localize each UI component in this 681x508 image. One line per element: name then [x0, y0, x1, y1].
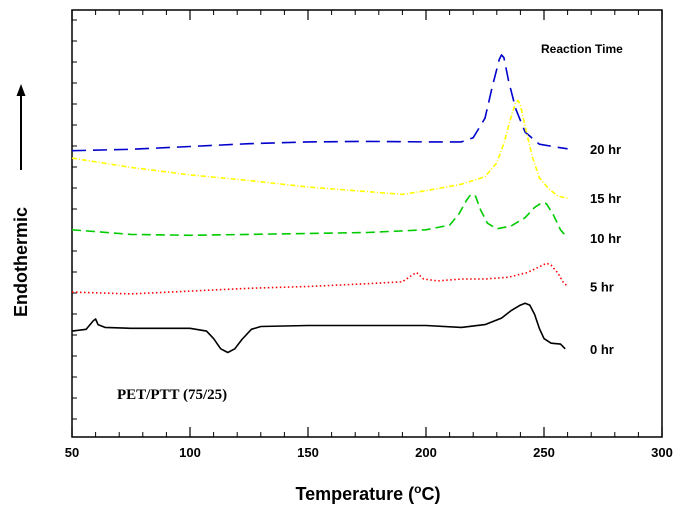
- series-label-20-hr: 20 hr: [590, 142, 621, 157]
- x-axis-title-suffix: C): [422, 484, 441, 504]
- x-tick-label: 150: [297, 445, 319, 460]
- x-tick-label: 50: [65, 445, 79, 460]
- series-line-5-hr: [71, 262, 569, 295]
- series-label-5-hr: 5 hr: [590, 279, 614, 294]
- y-axis-arrow: [16, 84, 26, 170]
- y-axis-title: Endothermic: [11, 207, 31, 317]
- x-tick-label: 250: [533, 445, 555, 460]
- x-tick-label: 100: [179, 445, 201, 460]
- plot-border: [71, 9, 663, 438]
- series-line-0-hr: [71, 302, 566, 354]
- series-lines: [71, 54, 569, 354]
- series-label-15-hr: 15 hr: [590, 191, 621, 206]
- series-line-20-hr: [71, 54, 568, 152]
- legend-title: Reaction Time: [541, 42, 623, 56]
- x-tick-label: 200: [415, 445, 437, 460]
- x-axis-title-prefix: Temperature (: [295, 484, 414, 504]
- y-axis-arrow-head: [16, 84, 26, 96]
- plot-frame: [71, 9, 663, 438]
- x-axis-title: Temperature (oC): [295, 482, 440, 504]
- x-axis-title-degree: o: [414, 482, 421, 496]
- series-label-10-hr: 10 hr: [590, 231, 621, 246]
- series-label-0-hr: 0 hr: [590, 342, 614, 357]
- series-labels: 20 hr 15 hr 10 hr 5 hr 0 hr: [590, 142, 621, 357]
- series-line-15-hr: [71, 99, 568, 199]
- sample-annotation: PET/PTT (75/25): [117, 387, 227, 403]
- tick-marks: 50 100 150 200 250 300: [65, 10, 673, 460]
- x-tick-label: 300: [651, 445, 673, 460]
- series-line-10-hr: [71, 193, 569, 239]
